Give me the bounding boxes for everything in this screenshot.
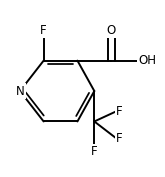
Text: F: F <box>116 105 123 118</box>
Text: OH: OH <box>138 54 156 67</box>
Text: N: N <box>16 85 24 98</box>
Text: O: O <box>107 24 116 37</box>
Text: F: F <box>116 132 123 145</box>
Text: F: F <box>40 24 47 37</box>
Text: F: F <box>91 145 98 158</box>
